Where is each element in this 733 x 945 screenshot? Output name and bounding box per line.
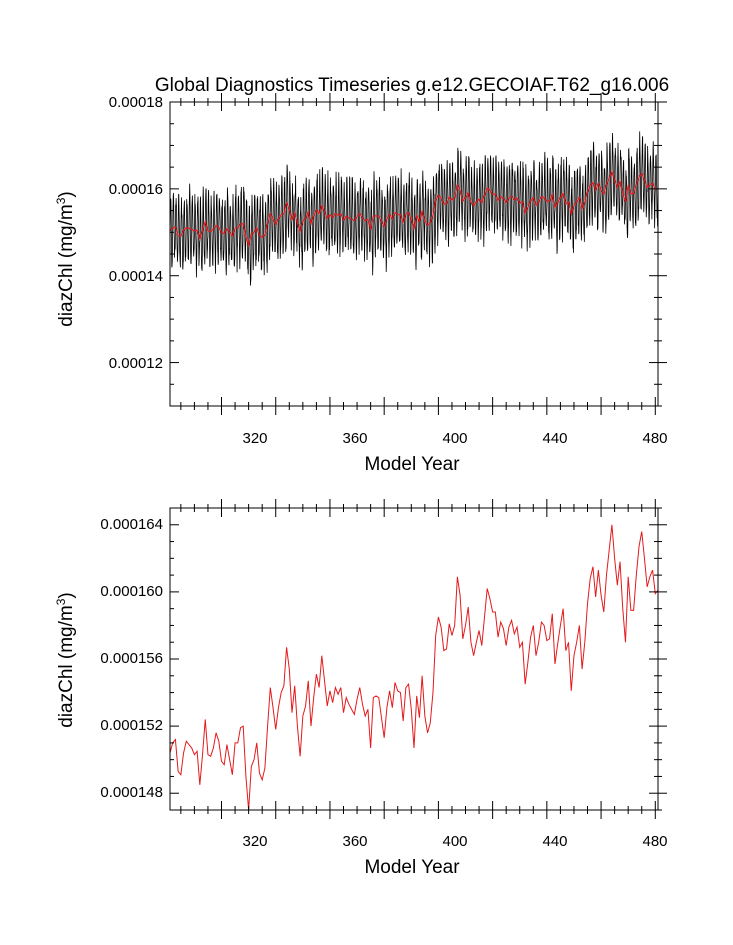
bottom-xtick-label-320: 320 (242, 833, 267, 850)
top-plot-frame (169, 101, 659, 407)
bottom-x-axis-label: Model Year (364, 857, 460, 878)
top-ytick-label-0.00018: 0.00018 (109, 94, 163, 111)
top-mean-series-line (170, 169, 658, 248)
bottom-xtick-label-400: 400 (442, 833, 467, 850)
bottom-ytick-label-0.000148: 0.000148 (100, 784, 163, 801)
top-y-axis-label-tail: ) (56, 191, 77, 197)
top-xtick-label-480: 480 (642, 430, 667, 447)
bottom-y-axis-label-main: diazChl (mg/m (56, 605, 77, 727)
top-xtick-label-320: 320 (242, 430, 267, 447)
bottom-y-axis-label: diazChl (mg/m3) (54, 592, 77, 728)
bottom-ytick-label-0.000152: 0.000152 (100, 717, 163, 734)
bottom-y-axis-label-tail: ) (56, 592, 77, 598)
top-xtick-label-400: 400 (442, 430, 467, 447)
bottom-xtick-label-440: 440 (542, 833, 567, 850)
top-panel: Global Diagnostics Timeseries g.e12.GECO… (54, 75, 669, 475)
bottom-plot-frame (169, 507, 659, 811)
bottom-y-axis-label-sup: 3 (54, 598, 68, 605)
top-raw-series-line (170, 131, 658, 286)
bottom-mean-series-line (170, 524, 658, 810)
bottom-ytick-label-0.000160: 0.000160 (100, 583, 163, 600)
top-xtick-label-360: 360 (342, 430, 367, 447)
top-x-axis-label: Model Year (364, 454, 460, 475)
bottom-ytick-label-0.000156: 0.000156 (100, 650, 163, 667)
top-ytick-label-0.00012: 0.00012 (109, 355, 163, 372)
top-xtick-label-440: 440 (542, 430, 567, 447)
bottom-axis-ticks (170, 499, 667, 819)
bottom-xtick-label-360: 360 (342, 833, 367, 850)
top-y-axis-label-main: diazChl (mg/m (56, 204, 77, 326)
bottom-panel: 320 360 400 440 480 0.000148 0.000152 0.… (54, 499, 668, 878)
top-ytick-label-0.00014: 0.00014 (109, 268, 163, 285)
top-chart-title: Global Diagnostics Timeseries g.e12.GECO… (155, 75, 669, 96)
bottom-xtick-label-480: 480 (642, 833, 667, 850)
top-y-axis-label: diazChl (mg/m3) (54, 191, 77, 327)
top-plot-clip-group (170, 131, 658, 286)
top-ytick-label-0.00016: 0.00016 (109, 181, 163, 198)
top-axis-ticks (170, 93, 667, 415)
bottom-ytick-label-0.000164: 0.000164 (100, 516, 163, 533)
top-y-axis-label-sup: 3 (54, 197, 68, 204)
